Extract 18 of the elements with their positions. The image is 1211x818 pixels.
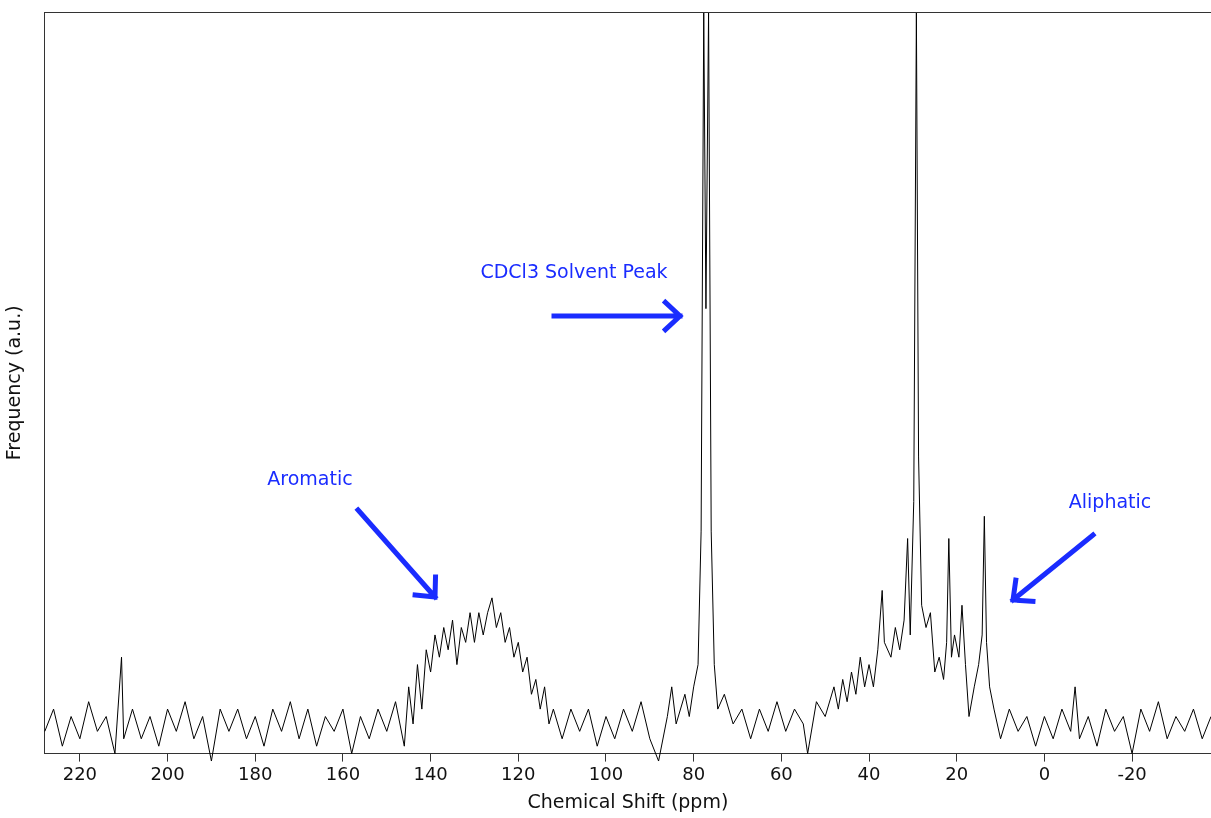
x-tick-label: 0	[1038, 763, 1051, 785]
x-tick-label: 220	[62, 763, 98, 785]
x-tick-label: 200	[150, 763, 185, 785]
x-tick-label: -20	[1117, 763, 1147, 785]
x-tick-label: 120	[501, 763, 536, 785]
x-tick-label: 100	[588, 763, 624, 785]
x-tick-label: 160	[325, 763, 361, 785]
x-axis-title: Chemical Shift (ppm)	[527, 789, 729, 812]
annotation: Aromatic	[267, 466, 353, 489]
x-tick-label: 20	[945, 763, 969, 785]
y-axis-title: Frequency (a.u.)	[2, 305, 25, 461]
annotation: Aliphatic	[1068, 489, 1152, 512]
x-tick-label: 180	[238, 763, 273, 785]
x-tick-label: 40	[857, 763, 881, 785]
x-tick-label: 80	[682, 763, 706, 785]
annotation: CDCl3 Solvent Peak	[480, 259, 668, 282]
x-tick-label: 60	[769, 763, 793, 785]
x-tick-label: 140	[413, 763, 448, 785]
